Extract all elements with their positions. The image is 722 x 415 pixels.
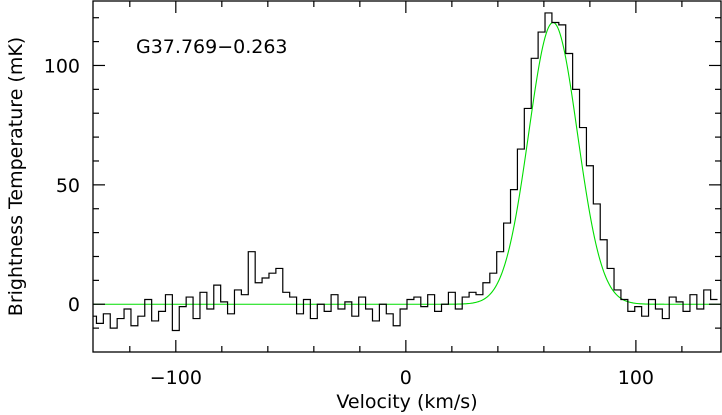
x-tick-label: 0 bbox=[400, 367, 412, 389]
y-tick-label: 100 bbox=[44, 55, 80, 77]
gaussian-fit-layer bbox=[93, 21, 721, 305]
x-tick-label: 100 bbox=[618, 367, 654, 389]
source-name-annotation: G37.769−0.263 bbox=[136, 36, 288, 58]
spectrum-line bbox=[93, 12, 718, 332]
ticks-layer: −100 0 100 0 50 100 bbox=[44, 1, 721, 389]
spectrum-layer bbox=[93, 12, 718, 332]
y-tick-label: 0 bbox=[68, 294, 80, 316]
x-axis-title: Velocity (km/s) bbox=[336, 391, 477, 413]
x-tick-label: −100 bbox=[150, 367, 202, 389]
y-tick-label: 50 bbox=[56, 175, 80, 197]
y-axis-title: Brightness Temperature (mK) bbox=[5, 37, 27, 316]
gaussian-fit-line bbox=[93, 21, 721, 305]
plot-frame bbox=[92, 0, 722, 353]
